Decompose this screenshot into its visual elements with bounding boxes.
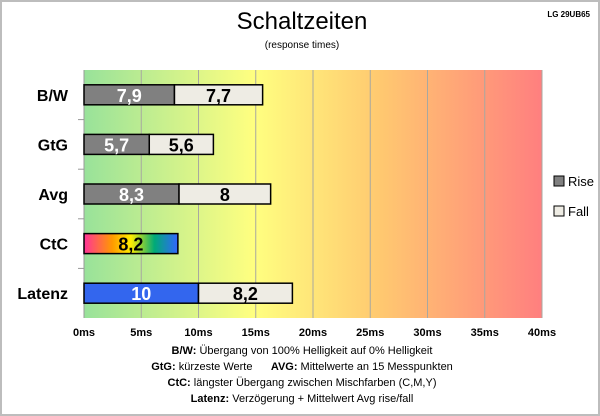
x-tick-label: 25ms [356, 327, 384, 339]
chart-title: Schaltzeiten [236, 8, 368, 35]
bar-fall [197, 282, 294, 304]
note-ctc: CtC: längster Übergang zwischen Mischfar… [167, 377, 437, 389]
data-label: 7,9 [117, 86, 142, 106]
bar-fall [173, 84, 264, 106]
data-label: 7,7 [206, 86, 231, 106]
bar-fall [178, 183, 272, 205]
category-label: Latenz [17, 286, 68, 303]
data-label: 5,6 [169, 135, 194, 155]
legend-label: Fall [568, 204, 589, 219]
x-tick-label: 30ms [413, 327, 441, 339]
legend-label: Rise [568, 174, 594, 189]
x-tick-label: 20ms [299, 327, 327, 339]
note-latenz: Latenz: Verzögerung + Mittelwert Avg ris… [190, 393, 414, 405]
bar-fall [148, 133, 215, 156]
data-label: 8 [220, 185, 230, 205]
legend-swatch-rise [553, 175, 565, 187]
data-label: 8,2 [118, 235, 143, 255]
legend-swatch-fall [553, 205, 565, 217]
category-label: B/W [37, 88, 69, 105]
x-tick-label: 0ms [73, 327, 95, 339]
data-label: 8,3 [119, 185, 144, 205]
bar-rise [83, 232, 179, 255]
x-tick-label: 5ms [130, 327, 152, 339]
data-label: 5,7 [104, 135, 129, 155]
x-tick-label: 40ms [528, 327, 556, 339]
category-label: CtC [40, 237, 69, 254]
brand-label: LG 29UB65 [547, 10, 590, 19]
category-label: GtG [38, 137, 68, 154]
x-tick-label: 10ms [184, 327, 212, 339]
note-bw: B/W: Übergang von 100% Helligkeit auf 0%… [171, 345, 433, 357]
data-label: 10 [131, 284, 151, 304]
x-tick-label: 35ms [471, 327, 499, 339]
x-tick-label: 15ms [242, 327, 270, 339]
chart-subtitle: (response times) [264, 40, 340, 51]
note-gtg-avg: GtG: kürzeste Werte AVG: Mittelwerte an … [151, 361, 453, 373]
data-label: 8,2 [233, 284, 258, 304]
category-label: Avg [38, 187, 68, 204]
